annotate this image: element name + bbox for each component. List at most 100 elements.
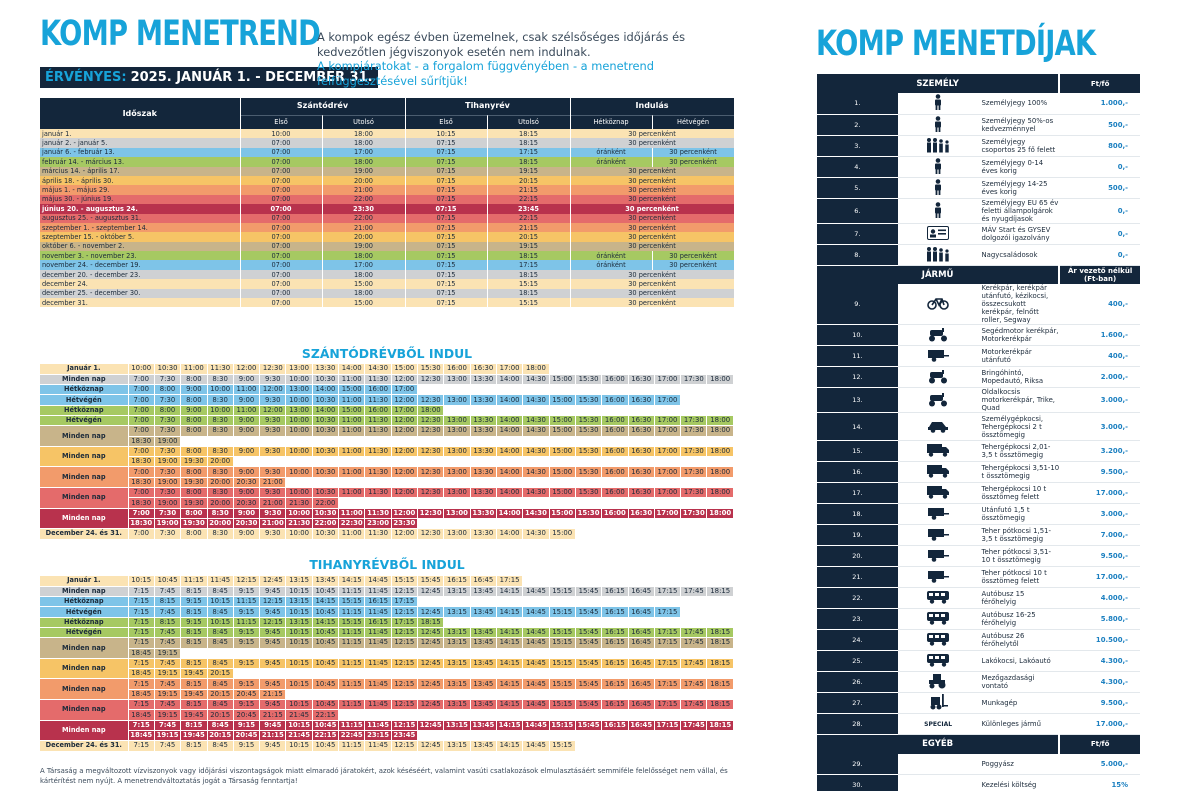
season-time: 07:15 [405, 194, 488, 205]
season-time: 07:15 [405, 138, 488, 148]
departure-time [338, 668, 366, 680]
departure-time: 8:45 [207, 586, 234, 598]
fare-row: 26. Mezőgazdasági vontató 4.300,- [817, 671, 1140, 693]
departure-time: 15:00 [549, 394, 576, 406]
departure-time: 16:00 [364, 405, 392, 416]
departure-time [680, 405, 708, 416]
fare-label: Teher pótkocsi 1,51-3,5 t össztömegig [978, 524, 1060, 546]
departure-time: 11:15 [233, 617, 261, 628]
fare-icon-cell [897, 461, 979, 483]
departure-time: 17:00 [391, 405, 419, 416]
timetable-row: Minden nap 7:00 7:30 8:00 8:30 9:00 9:30 10:00 1… [40, 487, 734, 509]
departure-time: 11:00 [338, 415, 366, 427]
fare-icon-cell [897, 223, 979, 245]
departure-time: 14:45 [522, 606, 550, 618]
departure-time [338, 456, 366, 468]
departure-time [575, 456, 603, 468]
season-frequency: 30 percenként [570, 166, 735, 176]
departure-time [680, 518, 708, 530]
departure-time: 11:00 [233, 384, 261, 396]
season-weekday-frequency: óránként [570, 157, 653, 167]
timetable-row: 18:45 19:15 [40, 648, 734, 659]
departure-time: 14:15 [496, 740, 524, 752]
departure-time: 10:15 [285, 678, 313, 690]
departure-time [706, 384, 734, 396]
departure-time [338, 497, 366, 509]
departure-time: 12:15 [391, 658, 419, 670]
departure-time [364, 477, 392, 489]
departure-time: 15:15 [549, 678, 576, 690]
fare-label: Oldalkocsis motorkerékpár, Trike, Quad [978, 387, 1060, 413]
fare-icon-cell [897, 324, 979, 346]
trailer-medium-icon [926, 527, 950, 543]
fare-number: 22. [817, 587, 898, 609]
camper-icon [926, 653, 950, 669]
family-icon [925, 246, 951, 264]
departure-time: 10:30 [312, 487, 340, 499]
departure-time: 10:15 [285, 740, 313, 752]
departure-time [680, 689, 708, 701]
departure-time: 10:45 [154, 576, 182, 587]
departure-time: 18:15 [417, 617, 445, 628]
departure-time: 14:15 [496, 586, 524, 598]
fares-title: KOMP MENETDÍJAK [816, 24, 1096, 64]
season-time: 07:15 [405, 213, 488, 223]
fare-icon-cell [897, 566, 979, 588]
departure-time: 7:15 [128, 678, 155, 690]
departure-time: 7:45 [154, 720, 182, 731]
fare-number: 13. [817, 387, 898, 413]
fare-label: Személyjegy 14-25 éves korig [978, 177, 1060, 199]
fare-label: Munkagép [978, 692, 1060, 714]
departure-time: 11:45 [364, 658, 392, 670]
tihany-section-title: TIHANYRÉVBŐL INDUL [309, 557, 465, 572]
departure-time [364, 668, 392, 680]
departure-time: 15:30 [575, 466, 603, 478]
fare-price: 400,- [1059, 345, 1140, 367]
departure-time: 15:00 [549, 425, 576, 437]
departure-time: 7:15 [128, 699, 155, 711]
departure-time: 19:00 [154, 436, 182, 447]
departure-time: 13:30 [470, 425, 497, 437]
season-time: 07:15 [405, 298, 488, 308]
departure-time: 15:30 [575, 374, 603, 386]
fare-price: 3.000,- [1059, 412, 1140, 441]
season-row: augusztus 25. - augusztus 31. 07:00 22:00 0… [40, 213, 735, 223]
departure-time [654, 436, 682, 447]
departure-time: 10:30 [312, 425, 340, 437]
departure-time: 11:45 [364, 720, 392, 731]
timetable-row: 18:45 19:15 19:45 20:15 [40, 668, 734, 680]
fare-row: 7. MÁV Start és GYSEV dolgozói igazolvány… [817, 223, 1140, 245]
departure-time: 15:15 [549, 740, 576, 752]
departure-time: 16:15 [364, 617, 392, 628]
departure-time: 16:45 [628, 658, 655, 670]
departure-time: 16:30 [628, 466, 655, 478]
fare-label: Poggyász [978, 753, 1060, 775]
departure-time: 19:00 [154, 477, 182, 489]
fare-icon-cell [897, 608, 979, 630]
departure-time: 21:00 [259, 497, 287, 509]
first-header: Első [240, 114, 323, 129]
departure-time: 19:30 [180, 456, 208, 468]
timetable-row: 18:30 19:00 [40, 436, 734, 447]
departure-time [549, 364, 576, 375]
departure-time [443, 709, 471, 721]
departure-time [470, 497, 497, 509]
season-weekend-frequency: 30 percenként [652, 260, 735, 270]
departure-time [680, 668, 708, 680]
departure-time: 10:30 [312, 446, 340, 458]
departure-time [706, 394, 734, 406]
timetable-row: Hétköznap 7:00 8:00 9:00 10:00 11:00 12:00 13:0… [40, 405, 734, 416]
season-frequency: 30 percenként [570, 241, 735, 252]
timetable-row: Minden nap 7:15 7:45 8:15 8:45 9:15 9:45 10:15 1… [40, 699, 734, 721]
timetable-row: Hétvégén 7:15 7:45 8:15 8:45 9:15 9:45 10:15 10:… [40, 627, 734, 639]
departure-time: 14:45 [522, 637, 550, 649]
intro-normal: A kompok egész évben üzemelnek, csak szé… [317, 30, 686, 59]
departure-time: 19:45 [180, 689, 208, 701]
departure-time [628, 730, 655, 742]
departure-time [575, 497, 603, 509]
season-time: 07:00 [240, 279, 323, 289]
group-icon [925, 137, 951, 155]
departure-time [654, 648, 682, 659]
departure-time: 7:15 [128, 740, 155, 752]
departure-time [391, 709, 419, 721]
